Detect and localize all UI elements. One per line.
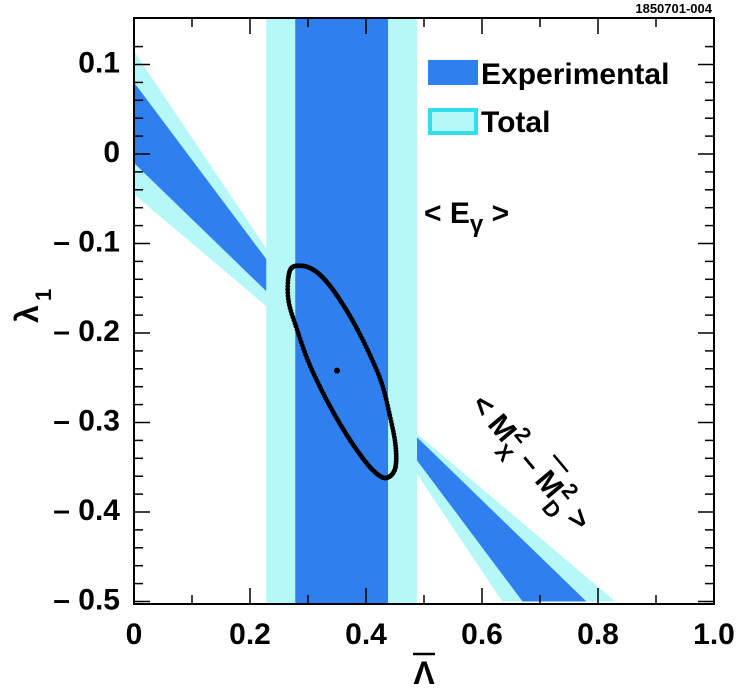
axis-ticks: [133, 18, 715, 604]
legend-label-total: Total: [481, 106, 550, 139]
x-tick-label: 0.8: [577, 618, 619, 651]
y-tick-label: 0: [103, 136, 120, 169]
x-tick-label: 0.4: [345, 618, 387, 651]
x-tick-label: 1.0: [693, 618, 735, 651]
contour-ellipse: [285, 263, 399, 481]
egamma-label-main: < E: [424, 197, 470, 230]
central-value-point: [334, 367, 340, 374]
vertical-band-experimental: [295, 18, 389, 604]
x-tick-label: 0.2: [229, 618, 271, 651]
plot-area: [134, 18, 616, 604]
egamma-band-label: < Eγ >: [424, 197, 509, 238]
y-tick-label: 0.1: [78, 46, 120, 79]
x-axis-label: Λ: [413, 655, 435, 691]
x-tick-labels: 0 0.2 0.4 0.6 0.8 1.0: [126, 618, 735, 651]
legend-label-experimental: Experimental: [481, 58, 669, 91]
y-tick-label: – 0.3: [53, 404, 120, 437]
y-axis-label: λ 1: [9, 289, 56, 323]
mx-label-overline: [552, 454, 569, 473]
y-axis-symbol: λ: [9, 305, 45, 323]
y-tick-labels: 0.1 0 – 0.1 – 0.2 – 0.3 – 0.4 – 0.5: [53, 46, 120, 616]
y-tick-label: – 0.1: [53, 225, 120, 258]
egamma-label-sub: γ: [470, 211, 484, 238]
y-tick-label: – 0.4: [53, 494, 120, 527]
x-tick-label: 0: [126, 618, 143, 651]
x-tick-label: 0.6: [461, 618, 503, 651]
legend-swatch-total: [428, 108, 478, 135]
y-tick-label: – 0.2: [53, 315, 120, 348]
legend: Experimental Total: [428, 58, 669, 139]
svg-text:< Eγ >: < Eγ >: [424, 197, 509, 238]
y-tick-label: – 0.5: [53, 583, 120, 616]
y-axis-subscript: 1: [31, 289, 56, 301]
contour-point: [286, 269, 292, 275]
legend-swatch-experimental: [428, 60, 478, 85]
plot-frame: [133, 17, 715, 605]
egamma-label-end: >: [483, 197, 509, 230]
figure-id: 1850701-004: [635, 1, 712, 16]
